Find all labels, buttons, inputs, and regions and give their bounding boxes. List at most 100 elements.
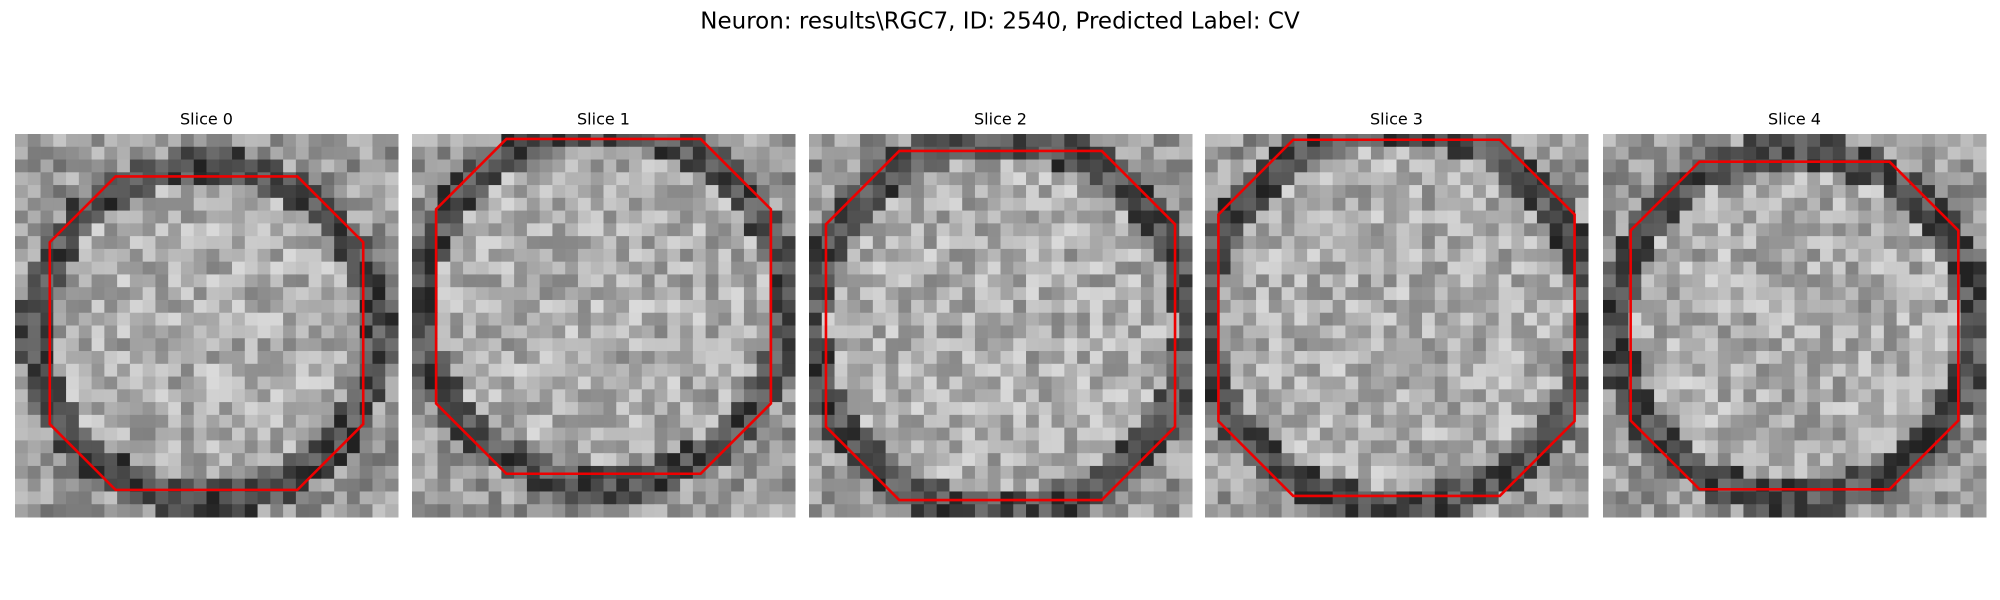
pixel bbox=[1281, 248, 1295, 263]
pixel bbox=[66, 312, 80, 326]
pixel bbox=[1641, 478, 1655, 492]
pixel bbox=[104, 338, 118, 352]
pixel bbox=[168, 504, 182, 518]
pixel bbox=[641, 134, 656, 148]
pixel bbox=[91, 274, 105, 288]
pixel bbox=[565, 248, 579, 263]
pixel bbox=[15, 478, 29, 492]
pixel bbox=[923, 159, 938, 173]
pixel bbox=[539, 236, 553, 250]
pixel bbox=[1896, 210, 1910, 224]
pixel bbox=[923, 248, 938, 263]
pixel bbox=[359, 376, 373, 390]
pixel bbox=[308, 134, 322, 148]
pixel bbox=[1460, 325, 1474, 339]
pixel bbox=[616, 274, 630, 288]
pixel bbox=[257, 325, 271, 339]
pixel bbox=[219, 312, 233, 326]
pixel bbox=[692, 210, 707, 224]
pixel bbox=[565, 389, 579, 403]
pixel bbox=[321, 197, 335, 212]
pixel bbox=[1973, 299, 1987, 314]
pixel bbox=[1960, 312, 1974, 326]
pixel bbox=[1562, 172, 1576, 186]
pixel bbox=[1013, 185, 1027, 199]
pixel bbox=[1230, 491, 1244, 505]
pixel bbox=[680, 351, 694, 365]
pixel bbox=[705, 134, 719, 148]
pixel bbox=[692, 248, 707, 263]
pixel bbox=[1383, 274, 1397, 288]
pixel bbox=[257, 453, 271, 467]
pixel bbox=[1768, 427, 1783, 441]
pixel bbox=[1013, 376, 1027, 390]
pixel bbox=[40, 223, 54, 237]
pixel bbox=[1115, 325, 1129, 339]
pixel bbox=[385, 172, 399, 186]
pixel bbox=[898, 223, 912, 237]
pixel bbox=[1422, 223, 1436, 237]
pixel bbox=[1705, 325, 1719, 339]
pixel bbox=[923, 210, 938, 224]
pixel bbox=[91, 185, 105, 199]
pixel bbox=[539, 172, 553, 186]
pixel bbox=[552, 299, 566, 314]
pixel bbox=[424, 312, 439, 326]
pixel bbox=[1832, 363, 1847, 378]
pixel bbox=[1115, 414, 1129, 429]
pixel bbox=[155, 376, 169, 390]
pixel bbox=[1422, 146, 1436, 161]
pixel bbox=[1575, 236, 1589, 250]
pixel bbox=[1679, 299, 1693, 314]
pixel bbox=[475, 363, 490, 378]
pixel bbox=[680, 274, 694, 288]
pixel bbox=[1794, 427, 1808, 441]
pixel bbox=[27, 172, 42, 186]
pixel bbox=[718, 491, 732, 505]
pixel bbox=[1947, 159, 1961, 173]
pixel bbox=[346, 134, 361, 148]
pixel bbox=[1370, 325, 1385, 339]
pixel bbox=[1115, 465, 1129, 480]
pixel bbox=[1692, 351, 1706, 365]
pixel bbox=[1896, 261, 1910, 275]
pixel bbox=[1666, 236, 1681, 250]
pixel bbox=[1871, 453, 1885, 467]
pixel bbox=[1026, 248, 1040, 263]
pixel bbox=[1447, 197, 1461, 212]
pixel bbox=[66, 389, 80, 403]
pixel bbox=[270, 172, 284, 186]
pixel bbox=[463, 504, 477, 518]
pixel bbox=[552, 210, 566, 224]
pixel bbox=[1473, 210, 1487, 224]
pixel bbox=[629, 427, 643, 441]
pixel bbox=[641, 414, 656, 429]
pixel bbox=[1524, 261, 1538, 275]
pixel bbox=[616, 223, 630, 237]
pixel bbox=[372, 491, 386, 505]
pixel bbox=[219, 465, 233, 480]
pixel bbox=[219, 299, 233, 314]
pixel bbox=[731, 261, 745, 275]
pixel bbox=[193, 134, 207, 148]
pixel bbox=[1230, 312, 1244, 326]
pixel bbox=[809, 376, 823, 390]
pixel bbox=[782, 185, 796, 199]
pixel bbox=[962, 248, 976, 263]
pixel bbox=[1743, 504, 1757, 518]
pixel bbox=[629, 363, 643, 378]
pixel bbox=[1102, 172, 1116, 186]
pixel bbox=[372, 287, 386, 301]
pixel bbox=[168, 351, 182, 365]
pixel bbox=[1026, 504, 1040, 518]
pixel bbox=[1422, 185, 1436, 199]
pixel bbox=[15, 172, 29, 186]
pixel bbox=[1615, 287, 1630, 301]
pixel bbox=[1089, 402, 1104, 416]
pixel bbox=[1102, 325, 1116, 339]
pixel bbox=[1166, 197, 1180, 212]
pixel bbox=[1000, 363, 1014, 378]
pixel bbox=[590, 389, 604, 403]
pixel bbox=[1641, 491, 1655, 505]
pixel bbox=[1883, 491, 1898, 505]
